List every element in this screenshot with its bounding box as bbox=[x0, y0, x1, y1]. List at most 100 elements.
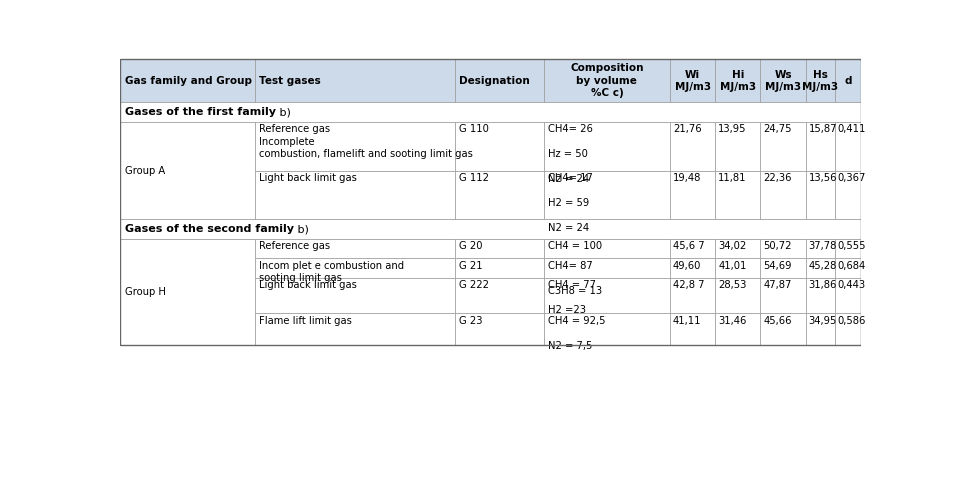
Text: 28,53: 28,53 bbox=[718, 281, 746, 290]
Bar bbox=[455, 170, 544, 219]
Text: Composition
by volume
%C c): Composition by volume %C c) bbox=[570, 63, 644, 98]
Text: Ws
MJ/m3: Ws MJ/m3 bbox=[765, 70, 801, 92]
Text: 0,684: 0,684 bbox=[837, 261, 866, 271]
Bar bbox=[544, 258, 670, 278]
Bar bbox=[670, 170, 715, 219]
Text: 41,01: 41,01 bbox=[718, 261, 746, 271]
Text: CH4= 87

C3H8 = 13: CH4= 87 C3H8 = 13 bbox=[548, 261, 603, 296]
Bar bbox=[121, 59, 255, 102]
Text: Hs
MJ/m3: Hs MJ/m3 bbox=[802, 70, 838, 92]
Text: 31,86: 31,86 bbox=[809, 281, 837, 290]
Bar bbox=[121, 122, 255, 219]
Text: Light back limit gas: Light back limit gas bbox=[259, 281, 357, 290]
Text: Designation: Designation bbox=[459, 76, 530, 86]
Bar bbox=[761, 122, 806, 170]
Bar bbox=[806, 314, 835, 345]
Text: 11,81: 11,81 bbox=[718, 173, 746, 183]
Bar bbox=[121, 59, 861, 345]
Text: Gas family and Group: Gas family and Group bbox=[124, 76, 252, 86]
Bar bbox=[715, 122, 761, 170]
Bar bbox=[670, 59, 715, 102]
Bar bbox=[835, 258, 861, 278]
Bar bbox=[455, 239, 544, 258]
Bar bbox=[255, 122, 455, 170]
Bar bbox=[255, 170, 455, 219]
Bar bbox=[761, 258, 806, 278]
Text: 45,6 7: 45,6 7 bbox=[673, 242, 704, 251]
Bar bbox=[715, 258, 761, 278]
Text: 45,28: 45,28 bbox=[809, 261, 837, 271]
Bar bbox=[121, 219, 861, 239]
Text: Wi
MJ/m3: Wi MJ/m3 bbox=[675, 70, 711, 92]
Text: Group A: Group A bbox=[124, 166, 165, 175]
Bar bbox=[835, 278, 861, 314]
Text: 37,78: 37,78 bbox=[809, 242, 837, 251]
Bar bbox=[544, 122, 670, 170]
Text: 49,60: 49,60 bbox=[673, 261, 701, 271]
Text: b): b) bbox=[276, 107, 291, 117]
Bar bbox=[835, 170, 861, 219]
Bar bbox=[715, 59, 761, 102]
Bar bbox=[835, 239, 861, 258]
Text: 0,555: 0,555 bbox=[837, 242, 866, 251]
Bar bbox=[121, 102, 861, 122]
Text: Test gases: Test gases bbox=[259, 76, 321, 86]
Text: CH4 = 77

H2 =23: CH4 = 77 H2 =23 bbox=[548, 281, 596, 315]
Bar bbox=[455, 314, 544, 345]
Bar bbox=[806, 239, 835, 258]
Bar bbox=[715, 314, 761, 345]
Bar bbox=[670, 314, 715, 345]
Text: 15,87: 15,87 bbox=[809, 125, 837, 134]
Bar bbox=[715, 239, 761, 258]
Text: 0,411: 0,411 bbox=[837, 125, 866, 134]
Text: b): b) bbox=[294, 224, 309, 234]
Text: CH4= 26

Hz = 50

N2 = 24: CH4= 26 Hz = 50 N2 = 24 bbox=[548, 125, 593, 184]
Text: Hi
MJ/m3: Hi MJ/m3 bbox=[720, 70, 756, 92]
Bar bbox=[835, 314, 861, 345]
Bar bbox=[761, 170, 806, 219]
Bar bbox=[670, 122, 715, 170]
Bar bbox=[670, 258, 715, 278]
Text: CH4 = 100: CH4 = 100 bbox=[548, 242, 603, 251]
Bar bbox=[255, 278, 455, 314]
Bar bbox=[761, 278, 806, 314]
Text: G 222: G 222 bbox=[459, 281, 489, 290]
Text: 21,76: 21,76 bbox=[673, 125, 701, 134]
Bar bbox=[255, 239, 455, 258]
Text: 50,72: 50,72 bbox=[764, 242, 791, 251]
Bar bbox=[806, 278, 835, 314]
Text: Reference gas: Reference gas bbox=[259, 242, 330, 251]
Bar bbox=[761, 59, 806, 102]
Text: 0,586: 0,586 bbox=[837, 316, 866, 326]
Text: 19,48: 19,48 bbox=[673, 173, 701, 183]
Text: Incom plet e combustion and
sooting limit gas: Incom plet e combustion and sooting limi… bbox=[259, 261, 404, 283]
Bar bbox=[255, 258, 455, 278]
Bar bbox=[806, 258, 835, 278]
Bar bbox=[670, 278, 715, 314]
Text: Gases of the first family: Gases of the first family bbox=[124, 107, 276, 117]
Text: 0,443: 0,443 bbox=[837, 281, 866, 290]
Bar bbox=[761, 314, 806, 345]
Bar bbox=[255, 59, 455, 102]
Bar bbox=[544, 170, 670, 219]
Text: 41,11: 41,11 bbox=[673, 316, 701, 326]
Text: Group H: Group H bbox=[124, 287, 166, 297]
Bar bbox=[670, 239, 715, 258]
Text: CH4= 17

H2 = 59

N2 = 24: CH4= 17 H2 = 59 N2 = 24 bbox=[548, 173, 593, 233]
Bar bbox=[544, 239, 670, 258]
Text: G 110: G 110 bbox=[459, 125, 489, 134]
Bar bbox=[455, 122, 544, 170]
Bar bbox=[544, 314, 670, 345]
Bar bbox=[806, 170, 835, 219]
Bar bbox=[255, 314, 455, 345]
Text: G 112: G 112 bbox=[459, 173, 489, 183]
Bar bbox=[455, 59, 544, 102]
Text: CH4 = 92,5

N2 = 7,5: CH4 = 92,5 N2 = 7,5 bbox=[548, 316, 606, 351]
Text: 13,95: 13,95 bbox=[718, 125, 746, 134]
Text: 0,367: 0,367 bbox=[837, 173, 866, 183]
Text: G 20: G 20 bbox=[459, 242, 483, 251]
Text: 24,75: 24,75 bbox=[764, 125, 791, 134]
Bar bbox=[806, 59, 835, 102]
Text: d: d bbox=[844, 76, 852, 86]
Text: 31,46: 31,46 bbox=[718, 316, 746, 326]
